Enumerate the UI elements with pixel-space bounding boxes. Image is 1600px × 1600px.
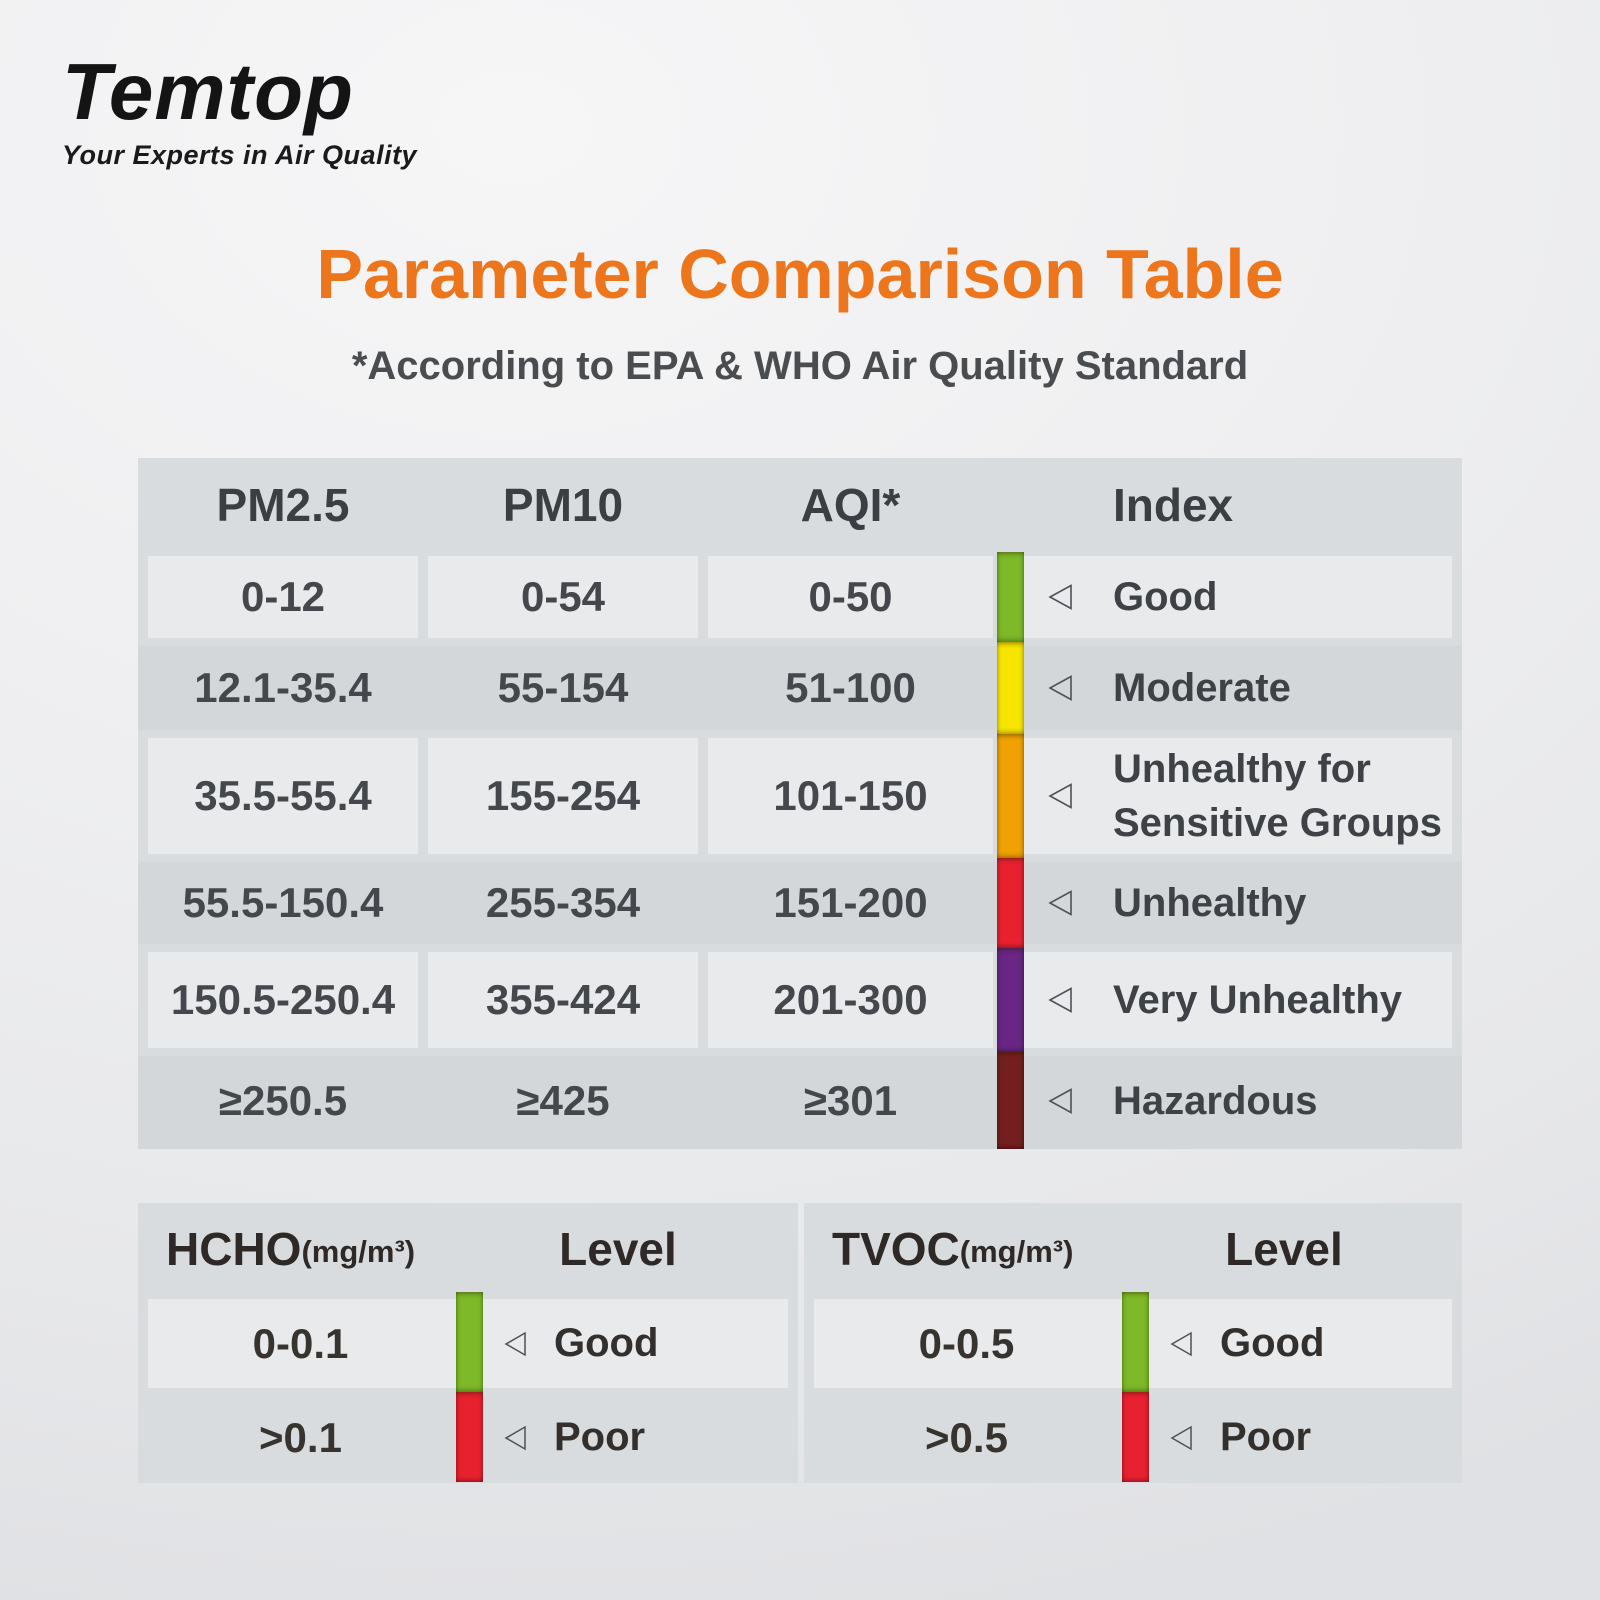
table-row: ≥250.5 ≥425 ≥301 Hazardous: [138, 1052, 1462, 1149]
column-header-pm25: PM2.5: [216, 479, 350, 531]
pm10-range-cell: 155-254: [428, 738, 698, 854]
index-label: Hazardous: [1113, 1078, 1318, 1123]
index-label: Good: [1113, 575, 1218, 619]
hcho-range-cell: 0-0.1: [252, 1319, 349, 1367]
color-segment-good: [456, 1292, 483, 1392]
level-label: Poor: [554, 1415, 646, 1459]
column-header-aqi: AQI*: [800, 479, 901, 531]
level-label: Good: [554, 1321, 659, 1365]
hcho-header: HCHO: [166, 1223, 302, 1275]
table-row: 150.5-250.4 355-424 201-300 Very Unhealt…: [138, 948, 1462, 1052]
page-title: Parameter Comparison Table: [316, 235, 1284, 313]
pm10-range-cell: 355-424: [428, 952, 698, 1048]
column-header-pm10: PM10: [502, 479, 624, 531]
brand-tagline: Your Experts in Air Quality: [62, 140, 418, 170]
hcho-level-table: HCHO (mg/m³) Level 0-0.1 Good >0.1 Poor: [138, 1203, 798, 1483]
level-column-header: Level: [1225, 1223, 1343, 1275]
pm25-range-cell: 12.1-35.4: [194, 664, 372, 711]
aqi-comparison-table: PM2.5 PM10 AQI* Index 0-12 0-54 0-50 Goo…: [138, 458, 1462, 1149]
page-subtitle: *According to EPA & WHO Air Quality Stan…: [351, 344, 1249, 388]
pm25-range-cell: 55.5-150.4: [182, 879, 384, 926]
color-segment-poor: [456, 1392, 483, 1482]
level-pointer-icon: [1048, 783, 1072, 809]
color-segment-moderate: [997, 642, 1024, 734]
color-segment-good: [997, 552, 1024, 642]
color-segment-hazardous: [997, 1052, 1024, 1149]
level-pointer-icon: [1170, 1425, 1192, 1450]
brand-block: Temtop Your Experts in Air Quality: [62, 52, 417, 171]
pm10-range-cell: 255-354: [485, 879, 641, 926]
index-label: Unhealthy for Sensitive Groups: [1113, 747, 1442, 845]
color-segment-poor: [1122, 1392, 1149, 1482]
tvoc-range-cell: >0.5: [925, 1413, 1008, 1461]
color-segment-very-unhealthy: [997, 948, 1024, 1052]
level-pointer-icon: [1170, 1331, 1192, 1356]
pm25-range-cell: 150.5-250.4: [148, 952, 418, 1048]
tvoc-header: TVOC: [832, 1223, 960, 1275]
table-row: 55.5-150.4 255-354 151-200 Unhealthy: [138, 858, 1462, 948]
level-pointer-icon: [1048, 987, 1072, 1013]
hcho-range-cell: >0.1: [259, 1413, 342, 1461]
aqi-range-cell: 101-150: [708, 738, 993, 854]
level-pointer-icon: [1048, 675, 1072, 701]
aqi-range-cell: ≥301: [803, 1076, 898, 1124]
aqi-range-cell: 151-200: [773, 879, 928, 926]
aqi-color-scale-bar: [997, 552, 1024, 1149]
tvoc-unit: (mg/m³): [959, 1234, 1074, 1269]
level-pointer-icon: [1048, 584, 1072, 610]
column-header-index: Index: [1113, 479, 1234, 531]
color-segment-unhealthy: [997, 858, 1024, 948]
index-label: Unhealthy: [1113, 881, 1307, 925]
level-label: Poor: [1220, 1415, 1312, 1459]
table-row: 12.1-35.4 55-154 51-100 Moderate: [138, 642, 1462, 734]
hcho-unit: (mg/m³): [301, 1234, 416, 1269]
color-segment-sensitive: [997, 734, 1024, 858]
pm25-range-cell: ≥250.5: [218, 1076, 348, 1124]
table-header-row: PM2.5 PM10 AQI* Index: [138, 458, 1462, 552]
color-segment-good: [1122, 1292, 1149, 1392]
index-cell: Good: [1024, 556, 1452, 638]
index-cell: Unhealthy for Sensitive Groups: [1024, 738, 1452, 854]
index-cell: Unhealthy: [1024, 858, 1452, 948]
aqi-range-cell: 201-300: [708, 952, 993, 1048]
index-label: Moderate: [1113, 666, 1291, 710]
index-cell: Very Unhealthy: [1024, 952, 1452, 1048]
temtop-logo: Temtop: [62, 47, 354, 136]
tvoc-header-row: TVOC (mg/m³) Level: [804, 1203, 1462, 1295]
aqi-range-cell: 51-100: [785, 664, 916, 711]
hcho-header-row: HCHO (mg/m³) Level: [138, 1203, 798, 1295]
level-pointer-icon: [504, 1331, 526, 1356]
table-row: 0-12 0-54 0-50 Good: [138, 552, 1462, 642]
aqi-range-cell: 0-50: [708, 556, 993, 638]
pm25-range-cell: 35.5-55.4: [148, 738, 418, 854]
tvoc-color-scale-bar: [1122, 1292, 1149, 1482]
tvoc-range-cell: 0-0.5: [918, 1319, 1015, 1367]
level-pointer-icon: [1048, 890, 1072, 916]
level-pointer-icon: [504, 1425, 526, 1450]
pm10-range-cell: ≥425: [516, 1076, 610, 1124]
hcho-color-scale-bar: [456, 1292, 483, 1482]
pm10-range-cell: 55-154: [497, 664, 629, 711]
level-label: Good: [1220, 1321, 1325, 1365]
tvoc-level-table: TVOC (mg/m³) Level 0-0.5 Good >0.5 Poor: [804, 1203, 1462, 1483]
pm25-range-cell: 0-12: [148, 556, 418, 638]
index-cell: Hazardous: [1024, 1052, 1452, 1149]
pm10-range-cell: 0-54: [428, 556, 698, 638]
level-pointer-icon: [1048, 1087, 1072, 1114]
table-row: >0.5 Poor: [804, 1392, 1462, 1483]
table-row: >0.1 Poor: [138, 1392, 798, 1483]
table-row: 35.5-55.4 155-254 101-150 Unhealthy for …: [138, 734, 1462, 858]
level-column-header: Level: [559, 1223, 677, 1275]
index-cell: Moderate: [1024, 642, 1452, 734]
index-label: Very Unhealthy: [1113, 978, 1403, 1022]
